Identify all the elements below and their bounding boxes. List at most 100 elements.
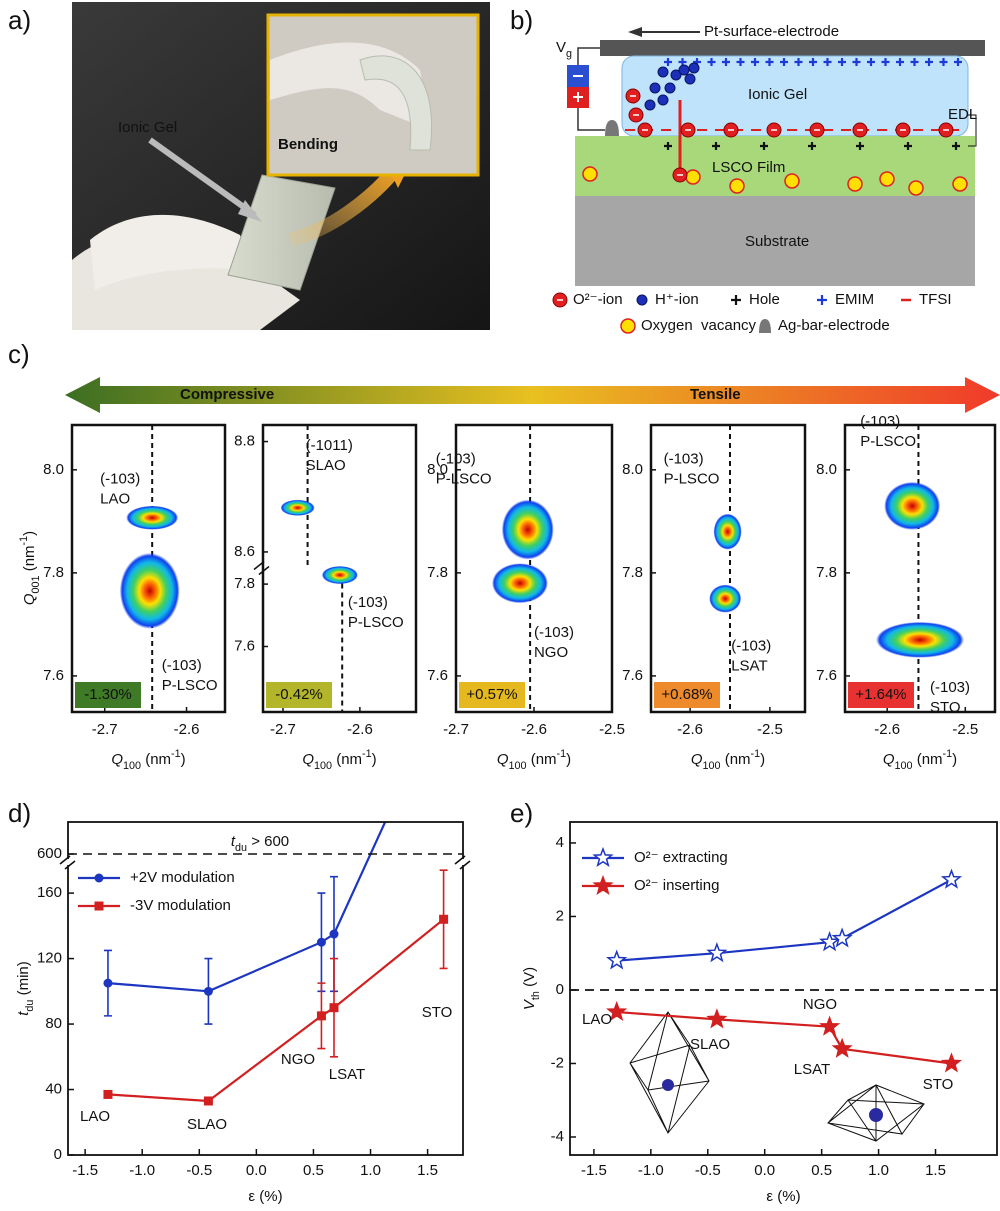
y-tick-label: 8.0 (427, 461, 448, 478)
strain-value: +0.68% (661, 686, 712, 703)
x-axis-label-part: ) (566, 751, 571, 768)
map-frame (261, 423, 418, 714)
y-tick-label: 8.0 (43, 461, 64, 478)
diagram-legend-label: Oxygen vacancy (641, 317, 757, 334)
y-axis-label-part: (V) (521, 967, 538, 991)
x-axis-label-part: Q (302, 751, 314, 768)
marker (819, 931, 841, 952)
plus-sign (794, 58, 803, 66)
point-label: LSAT (329, 1066, 365, 1083)
battery-signs (573, 75, 583, 102)
y-axis-label: Vth (V) (521, 967, 542, 1010)
plus-sign (838, 58, 846, 66)
diffraction-peak (709, 584, 742, 613)
plus-sign (881, 58, 890, 66)
gel-piece (227, 174, 336, 291)
h-ion (649, 82, 661, 94)
plus-sign (678, 58, 687, 66)
plus-sign (904, 142, 912, 150)
oxygen-vacancy (784, 173, 800, 189)
diffraction-peak (884, 481, 941, 530)
strain-value: +1.64% (855, 686, 906, 703)
diagram (552, 27, 985, 334)
diagram-legend-label: H⁺-ion (655, 291, 699, 308)
edl-bracket (968, 114, 977, 147)
peak-label: LSAT (731, 658, 767, 675)
peak-label: (-103) (534, 624, 574, 641)
y-axis-label-part: (nm (21, 545, 38, 575)
glove (90, 214, 250, 290)
oxygen-vacancy (952, 176, 968, 192)
y-tick-label: 0 (54, 1146, 62, 1163)
arrow-head (238, 200, 262, 222)
point-label: STO (422, 1004, 453, 1021)
y-tick-label: 8.8 (234, 433, 255, 450)
annotation-part: t (231, 833, 236, 850)
plus-sign (731, 295, 741, 305)
annotation-part: > 600 (247, 833, 289, 850)
diagram-label: Substrate (745, 233, 809, 250)
x-axis-label-part: Q (691, 751, 703, 768)
annotation: tdu > 600 (231, 833, 289, 854)
y-axis-label-part: Q (21, 593, 38, 605)
x-tick-label: -2.5 (952, 721, 978, 738)
marker (103, 1089, 113, 1099)
x-tick-label: -2.6 (174, 721, 200, 738)
x-tick-label: -1.5 (72, 1162, 98, 1179)
plus-sign (910, 58, 919, 66)
strain-arrow (65, 377, 1000, 413)
ag-electrode (605, 120, 619, 136)
diffraction-peak (119, 552, 180, 629)
x-tick-label: -2.7 (443, 721, 469, 738)
x-tick-label: -1.5 (581, 1162, 607, 1179)
marker (316, 1011, 326, 1021)
h-ion (657, 66, 669, 78)
series-line (616, 1010, 952, 1065)
x-axis-label-part: Q (111, 751, 123, 768)
plus-sign (867, 58, 875, 66)
y-tick-label: 7.6 (234, 637, 255, 654)
peak-label: P-LSCO (348, 614, 404, 631)
oxygen-vacancy (879, 171, 895, 187)
peak-label: P-LSCO (436, 471, 492, 488)
annotation-part: du (235, 842, 247, 854)
panel-label: d) (8, 798, 31, 828)
x-tick-label: -2.6 (521, 721, 547, 738)
x-axis-label: Q100 (nm-1) (111, 748, 185, 772)
oxygen-vacancy (582, 166, 598, 182)
x-tick-label: 1.0 (360, 1162, 381, 1179)
y-axis-label: Q001 (nm-1) (18, 531, 42, 605)
x-tick-label: 1.5 (417, 1162, 438, 1179)
point-label: LAO (80, 1108, 110, 1125)
diagram-label: LSCO Film (712, 159, 785, 176)
panel-label: e) (510, 798, 533, 828)
y-axis-label-part: (min) (15, 961, 32, 999)
y-tick-label: 7.8 (427, 564, 448, 581)
axis-break-gap (61, 859, 75, 865)
axis-break-gap (456, 859, 470, 865)
marker (329, 1003, 339, 1013)
x-tick-label: -2.6 (874, 721, 900, 738)
panel-label: c) (8, 339, 30, 369)
point-label: LSAT (794, 1061, 830, 1078)
x-axis-label-part: ) (760, 751, 765, 768)
x-axis-label-part: 100 (703, 760, 721, 772)
panel-label: a) (8, 5, 31, 35)
x-tick-label: -0.5 (695, 1162, 721, 1179)
photo (72, 2, 490, 330)
y-tick-label: 4 (556, 834, 564, 851)
x-tick-label: -2.5 (757, 721, 783, 738)
plus-sign (765, 58, 774, 66)
plus-sign (809, 58, 817, 66)
y-axis-label-part: du (24, 1000, 36, 1012)
plus-sign (712, 142, 720, 150)
peak-label: (-1011) (306, 437, 353, 454)
y-axis-label-part: -1 (18, 536, 30, 546)
diagram-label: Vg (556, 39, 572, 60)
strain-arrow-shape (65, 377, 1000, 413)
panel-label: b) (510, 5, 533, 35)
oxygen-vacancy (729, 178, 745, 194)
strain-box (75, 682, 141, 708)
